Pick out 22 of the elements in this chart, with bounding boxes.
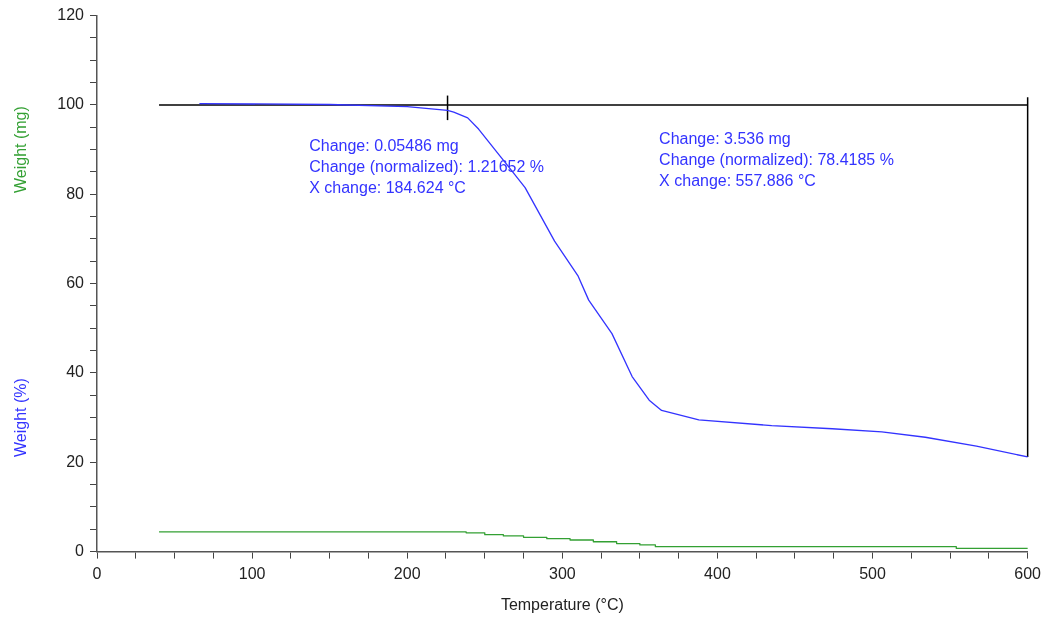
- y-tick-label: 0: [75, 542, 85, 560]
- text: Weight (%): [12, 378, 30, 458]
- x-tick-label: 200: [393, 564, 421, 582]
- y-tick-label: 40: [66, 363, 85, 381]
- y-tick-label: 60: [66, 274, 85, 292]
- annotation: Change (normalized): 78.4185 %: [659, 150, 894, 168]
- x-tick-label: 500: [859, 564, 886, 582]
- annotation: X change: 557.886 °C: [659, 171, 816, 189]
- annotation: Change: 0.05486 mg: [309, 137, 459, 155]
- annotation: Change: 3.536 mg: [659, 129, 791, 147]
- x-tick-label: 100: [238, 564, 266, 582]
- x-tick-label: 400: [704, 564, 731, 582]
- x-tick-label: 0: [92, 564, 102, 582]
- text: Weight (mg): [12, 106, 30, 194]
- y-tick-label: 20: [66, 452, 85, 470]
- x-axis-title: Temperature (°C): [500, 595, 624, 613]
- x-tick-label: 600: [1014, 564, 1042, 582]
- x-tick-label: 300: [548, 564, 576, 582]
- y-tick-label: 100: [57, 95, 85, 113]
- annotation: X change: 184.624 °C: [309, 179, 466, 197]
- y-tick-label: 80: [66, 184, 85, 202]
- y-tick-label: 120: [57, 6, 85, 24]
